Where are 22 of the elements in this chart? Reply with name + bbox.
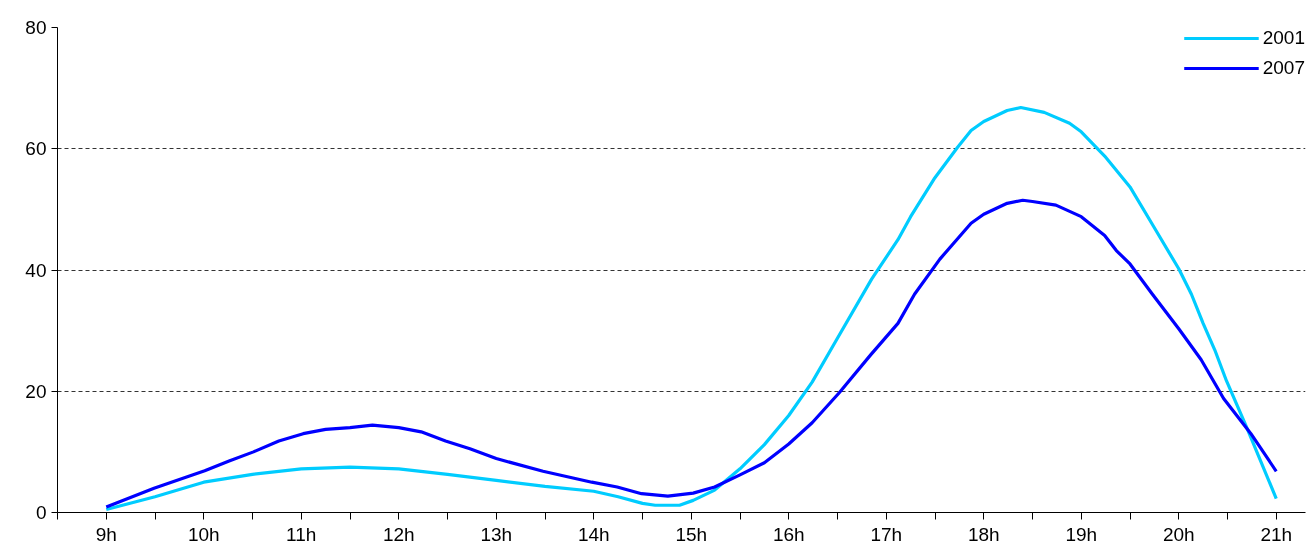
x-tick-label: 11h: [286, 523, 317, 545]
line-series: [104, 105, 1278, 512]
y-tick-label: 80: [25, 17, 47, 38]
x-tick-label: 12h: [382, 523, 415, 545]
line-series: [104, 198, 1278, 509]
legend-label: 2007: [1262, 57, 1305, 79]
y-tick-label: 20: [25, 380, 47, 402]
x-tick-label: 13h: [480, 523, 513, 545]
x-tick-label: 17h: [870, 523, 903, 545]
y-tick-label: 40: [25, 259, 47, 281]
x-tick-label: 20h: [1162, 523, 1195, 545]
legend-label: 2001: [1262, 27, 1305, 49]
x-tick-label: 15h: [675, 523, 708, 545]
x-tick-label: 18h: [967, 523, 1000, 545]
x-tick-label: 19h: [1065, 523, 1098, 545]
x-tick-label: 9h: [95, 523, 117, 545]
y-tick-label: 0: [35, 502, 47, 523]
x-tick-label: 14h: [577, 523, 610, 545]
y-tick-label: 60: [25, 138, 47, 160]
x-tick-label: 16h: [772, 523, 805, 545]
x-tick-label: 10h: [187, 523, 220, 545]
x-tick-label: 21h: [1260, 523, 1293, 545]
